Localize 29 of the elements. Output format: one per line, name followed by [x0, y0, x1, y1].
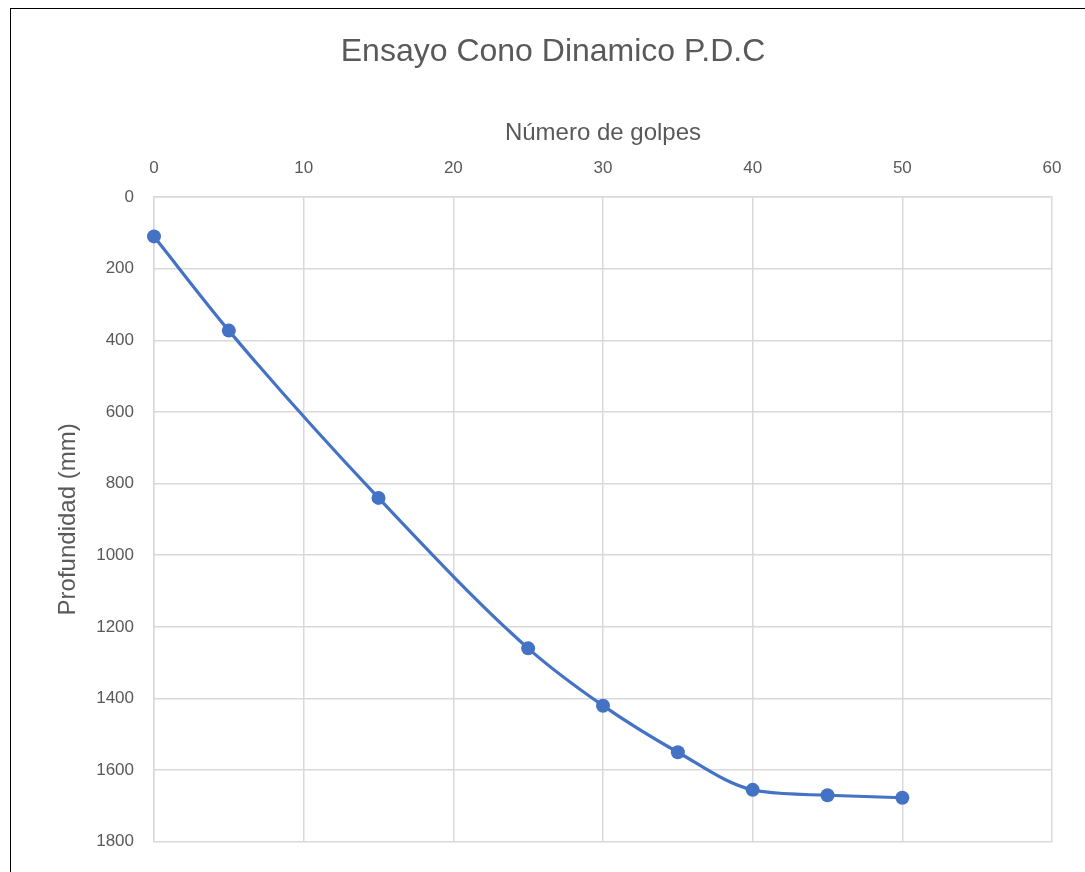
- x-tick-label: 0: [149, 158, 159, 178]
- x-tick-label: 60: [1042, 158, 1062, 178]
- point: [596, 698, 610, 713]
- y-tick-label: 1600: [96, 759, 134, 779]
- y-tick-label: 1400: [96, 688, 134, 708]
- y-tick-label: 1200: [96, 616, 134, 636]
- x-tick-label: 40: [743, 158, 763, 178]
- x-tick-label: 50: [892, 158, 912, 178]
- y-tick-label: 200: [105, 258, 134, 278]
- point: [147, 229, 161, 244]
- y-tick-label: 800: [105, 473, 134, 493]
- point: [670, 745, 685, 760]
- y-tick-label: 1000: [96, 544, 134, 564]
- x-tick-label: 30: [593, 158, 613, 178]
- point: [371, 490, 386, 505]
- chart-title: Ensayo Cono Dinamico P.D.C: [340, 32, 766, 69]
- y-axis-title: Profundidad (mm): [53, 423, 81, 616]
- y-tick-label: 600: [105, 401, 134, 421]
- point: [221, 323, 236, 338]
- point: [820, 788, 835, 803]
- y-tick-label: 1800: [96, 831, 134, 851]
- y-tick-label: 400: [105, 329, 134, 349]
- point: [521, 641, 536, 656]
- x-tick-label: 10: [294, 158, 314, 178]
- x-tick-label: 20: [443, 158, 463, 178]
- point: [745, 782, 760, 797]
- y-tick-label: 0: [124, 186, 134, 206]
- point: [895, 790, 910, 805]
- x-axis-title: Número de golpes: [504, 118, 702, 146]
